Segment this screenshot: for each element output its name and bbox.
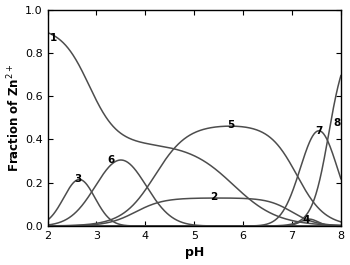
Text: 8: 8 — [334, 118, 341, 128]
X-axis label: pH: pH — [184, 246, 204, 259]
Text: 1: 1 — [50, 33, 57, 43]
Text: 6: 6 — [107, 155, 115, 165]
Text: 5: 5 — [227, 120, 234, 130]
Text: 2: 2 — [210, 192, 217, 202]
Y-axis label: Fraction of Zn$^{2+}$: Fraction of Zn$^{2+}$ — [6, 64, 22, 172]
Text: 7: 7 — [315, 126, 323, 136]
Text: 3: 3 — [74, 174, 82, 184]
Text: 4: 4 — [303, 215, 310, 225]
